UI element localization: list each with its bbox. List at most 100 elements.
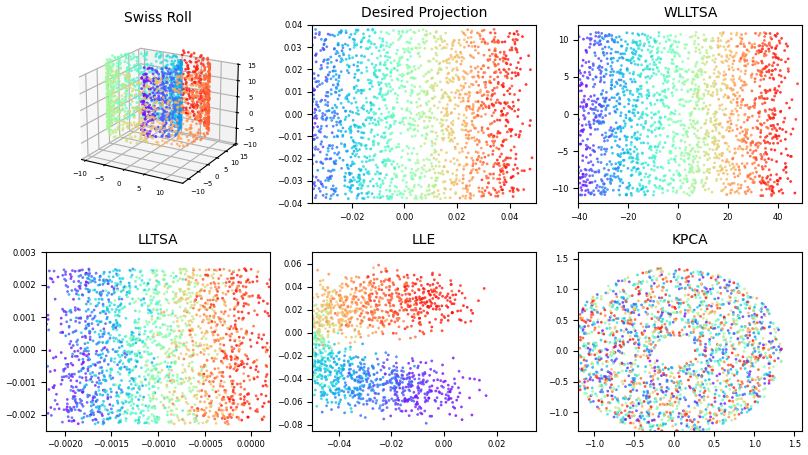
Point xyxy=(673,53,686,60)
Point xyxy=(353,390,366,397)
Point xyxy=(432,303,445,310)
Point xyxy=(573,354,586,361)
Point xyxy=(111,282,124,289)
Point xyxy=(342,42,355,49)
Point xyxy=(74,279,87,287)
Point xyxy=(637,66,650,74)
Point xyxy=(725,342,738,349)
Point xyxy=(280,330,292,337)
Point xyxy=(322,383,335,390)
Point xyxy=(116,275,129,282)
Point xyxy=(41,410,54,417)
Point xyxy=(436,302,448,309)
Point xyxy=(431,193,444,200)
Point xyxy=(749,142,762,149)
Point xyxy=(753,352,766,359)
Point xyxy=(326,315,339,323)
Point xyxy=(355,185,368,192)
Point xyxy=(604,176,617,183)
Point xyxy=(91,282,104,289)
Point xyxy=(74,367,87,374)
Point xyxy=(706,273,719,280)
Point xyxy=(441,168,454,176)
Point xyxy=(377,374,389,381)
Point xyxy=(627,378,640,385)
Point xyxy=(147,375,160,382)
Point xyxy=(428,102,441,109)
Point xyxy=(764,353,776,360)
Point xyxy=(285,341,298,348)
Point xyxy=(635,409,648,416)
Point xyxy=(358,122,371,130)
Point xyxy=(376,318,389,326)
Point xyxy=(287,335,300,342)
Point xyxy=(701,418,714,425)
Point xyxy=(306,330,319,337)
Point xyxy=(653,325,666,332)
Point xyxy=(466,310,479,317)
Point xyxy=(398,283,411,290)
Point xyxy=(718,139,731,147)
Point xyxy=(266,325,279,333)
Point xyxy=(434,33,447,40)
Point xyxy=(225,270,238,278)
Point xyxy=(591,95,604,102)
Point xyxy=(239,266,252,273)
Point xyxy=(618,420,631,427)
Point xyxy=(137,343,150,350)
Point xyxy=(66,384,79,391)
Point xyxy=(64,372,77,379)
Point xyxy=(316,384,329,391)
Point xyxy=(662,77,675,85)
Point xyxy=(349,376,362,383)
Point xyxy=(704,101,717,109)
Point xyxy=(157,321,170,328)
Point xyxy=(693,167,706,174)
Point xyxy=(23,316,36,324)
Point xyxy=(269,314,282,322)
Point xyxy=(648,371,661,378)
Point xyxy=(583,396,595,403)
Point xyxy=(641,111,654,119)
Point xyxy=(276,362,289,369)
Point xyxy=(614,161,627,168)
Point xyxy=(136,382,149,389)
Point xyxy=(299,327,312,334)
Point xyxy=(116,305,128,313)
Point xyxy=(660,93,673,101)
Point xyxy=(220,279,233,286)
Point xyxy=(742,378,755,385)
Point xyxy=(183,318,196,325)
Point xyxy=(183,419,196,426)
Point xyxy=(490,160,503,167)
Point xyxy=(577,343,590,350)
Point xyxy=(393,84,406,91)
Point xyxy=(658,411,671,419)
Point xyxy=(729,92,742,100)
Point xyxy=(301,359,314,366)
Point xyxy=(664,32,677,39)
Point xyxy=(585,302,598,309)
Point xyxy=(229,406,242,413)
Point xyxy=(756,45,769,52)
Point xyxy=(271,359,284,366)
Point xyxy=(290,183,303,191)
Point xyxy=(339,334,352,341)
Point xyxy=(219,389,232,396)
Point xyxy=(180,339,193,346)
Point xyxy=(690,368,703,375)
Point xyxy=(327,73,340,80)
Point xyxy=(377,313,389,321)
Point xyxy=(633,400,646,408)
Point xyxy=(373,314,386,321)
Point xyxy=(720,319,733,326)
Point xyxy=(220,353,233,360)
Point xyxy=(524,122,537,129)
Point xyxy=(673,373,686,380)
Point xyxy=(447,75,460,82)
Point xyxy=(275,299,288,307)
Point xyxy=(511,36,524,44)
Point xyxy=(707,80,720,87)
Point xyxy=(259,349,272,356)
Point xyxy=(89,420,102,428)
